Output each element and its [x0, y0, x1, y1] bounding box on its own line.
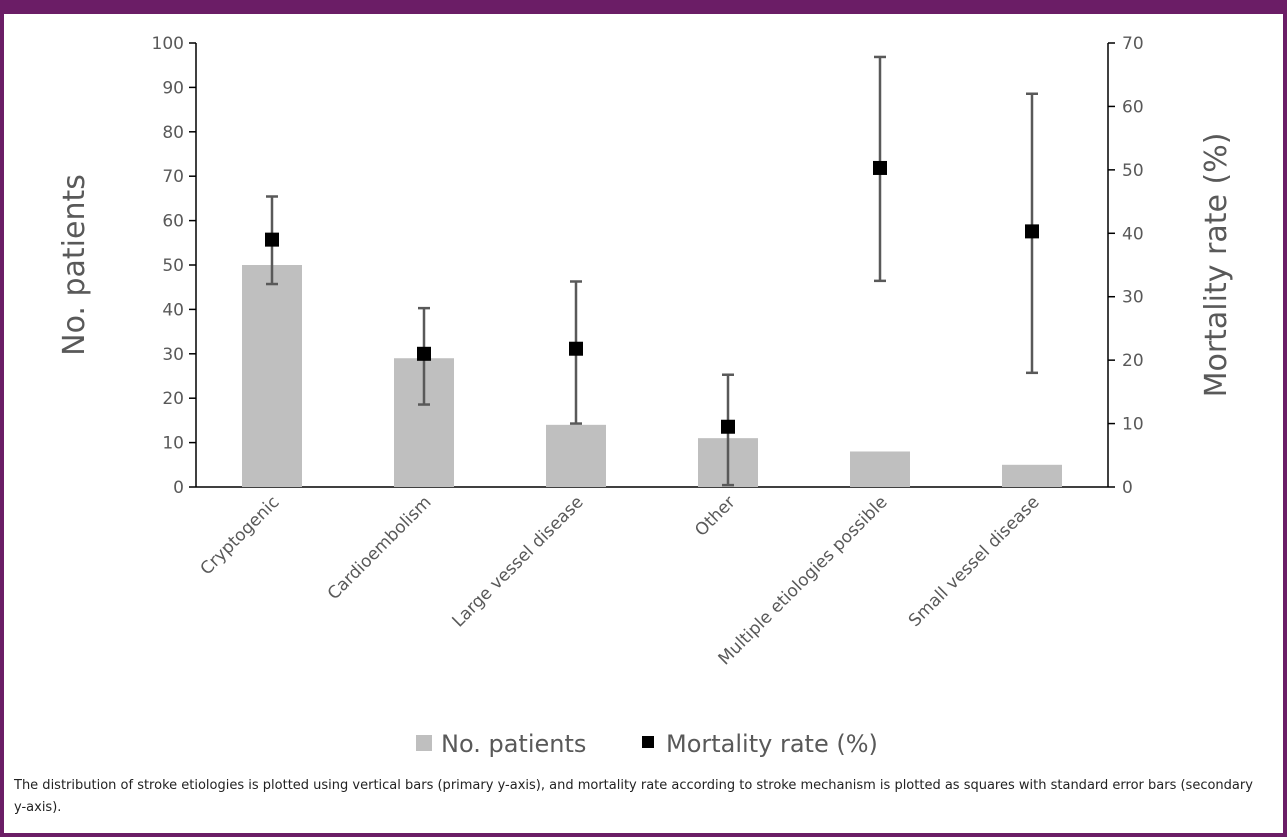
y-tick-label: 30	[162, 345, 184, 365]
mortality-marker	[265, 232, 279, 247]
y-tick-label: 50	[162, 256, 184, 276]
legend: No. patients Mortality rate (%)	[416, 730, 878, 758]
category-labels: Cryptogenic Cardioembolism Large vessel di…	[197, 492, 1044, 669]
y2-tick-label: 0	[1122, 478, 1133, 498]
category-label: Large vessel disease	[449, 492, 588, 631]
tick-labels: 0 10 20 30 40 50 60 70 80 90 100 0 10 20 30 40 50 60 70	[152, 34, 1144, 498]
markers	[265, 160, 1039, 434]
category-label: Other	[691, 492, 739, 540]
error-bars	[266, 55, 1038, 487]
y-axis-title: No. patients	[57, 174, 92, 356]
figure-caption: The distribution of stroke etiologies is…	[14, 778, 1253, 815]
mortality-marker	[417, 346, 431, 361]
y-tick-label: 60	[162, 212, 184, 232]
bar	[242, 265, 302, 487]
y2-tick-label: 70	[1122, 34, 1144, 54]
category-label: Multiple etiologies possible	[715, 492, 892, 669]
y2-tick-label: 10	[1122, 415, 1144, 435]
y2-axis-title: Mortality rate (%)	[1199, 133, 1234, 398]
y2-tick-label: 20	[1122, 351, 1144, 371]
y2-tick-label: 30	[1122, 288, 1144, 308]
y2-tick-label: 50	[1122, 161, 1144, 181]
y-tick-label: 100	[152, 34, 184, 54]
axes	[189, 42, 1115, 488]
bar	[850, 451, 910, 487]
legend-label-patients: No. patients	[441, 730, 586, 758]
legend-marker-swatch	[642, 736, 654, 748]
y-tick-label: 40	[162, 300, 184, 320]
y-tick-label: 90	[162, 78, 184, 98]
legend-bar-swatch	[416, 735, 432, 751]
category-label: Small vessel disease	[905, 492, 1044, 631]
legend-label-mortality: Mortality rate (%)	[666, 730, 878, 758]
mortality-marker	[569, 341, 583, 356]
bars	[242, 265, 1062, 487]
bar	[1002, 464, 1062, 487]
mortality-marker	[1025, 224, 1039, 239]
y-tick-label: 80	[162, 123, 184, 143]
y2-tick-label: 40	[1122, 224, 1144, 244]
mortality-marker	[873, 160, 887, 175]
header-bar	[0, 0, 1287, 14]
y-tick-label: 0	[173, 478, 184, 498]
chart: 0 10 20 30 40 50 60 70 80 90 100 0 10 20 30 40 50 60 70 Cr…	[57, 34, 1234, 758]
y-tick-label: 20	[162, 389, 184, 409]
y-tick-label: 10	[162, 434, 184, 454]
bar	[546, 424, 606, 487]
y-tick-label: 70	[162, 167, 184, 187]
category-label: Cryptogenic	[197, 492, 284, 579]
category-label: Cardioembolism	[324, 492, 436, 604]
y2-tick-label: 60	[1122, 97, 1144, 117]
mortality-marker	[721, 419, 735, 434]
